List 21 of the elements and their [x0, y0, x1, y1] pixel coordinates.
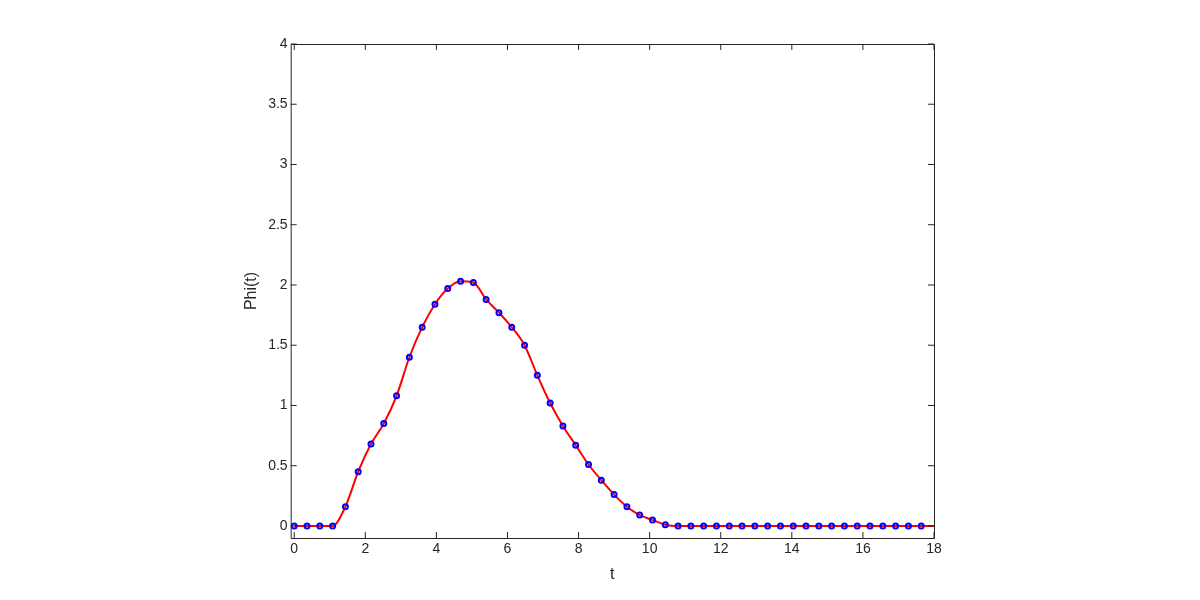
y-tick-label: 1	[279, 396, 288, 413]
x-tick-label: 2	[361, 540, 370, 557]
x-tick-label: 16	[855, 540, 871, 557]
x-tick-label: 12	[712, 540, 729, 557]
y-tick-label: 0	[279, 516, 288, 533]
x-axis-title: t	[610, 564, 616, 582]
y-tick-label: 4	[279, 34, 288, 51]
x-tick-label: 10	[641, 540, 658, 557]
y-axis-title: Phi(t)	[242, 271, 260, 311]
x-tick-label: 6	[503, 540, 512, 557]
x-tick-label: 0	[290, 540, 299, 557]
y-tick-label: 3	[279, 155, 288, 172]
y-tick-label: 3.5	[268, 95, 288, 112]
x-tick-label: 8	[574, 540, 583, 557]
y-tick-label: 2	[279, 275, 288, 292]
y-tick-label: 0.5	[268, 456, 288, 473]
x-tick-label: 4	[432, 540, 441, 557]
x-tick-label: 18	[926, 540, 942, 557]
y-tick-label: 1.5	[268, 336, 288, 353]
x-tick-label: 14	[784, 540, 800, 557]
y-tick-label: 2.5	[268, 215, 288, 232]
